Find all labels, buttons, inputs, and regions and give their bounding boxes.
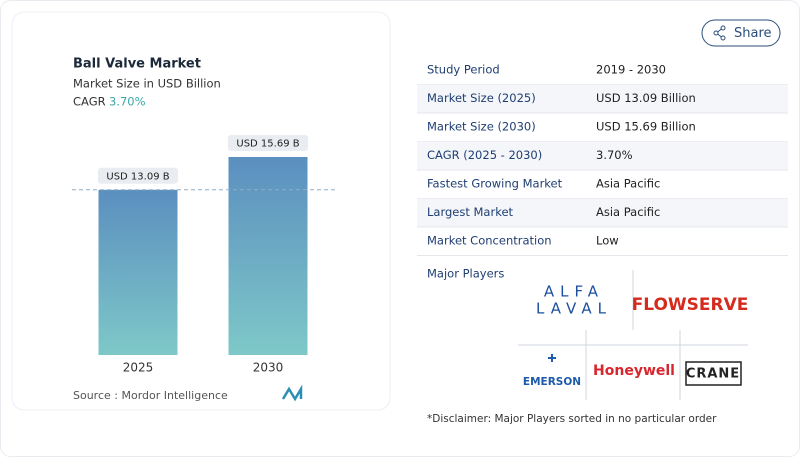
chart-title: Ball Valve Market <box>73 57 201 72</box>
cagr-value: 3.70% <box>109 95 146 109</box>
row-label: Largest Market <box>427 205 514 219</box>
share-button[interactable]: Share <box>701 19 781 47</box>
bar <box>98 189 178 355</box>
row-value: Asia Pacific <box>596 177 660 191</box>
row-value: Asia Pacific <box>596 205 660 219</box>
major-players-label: Major Players <box>427 267 504 281</box>
chart-card <box>11 11 391 411</box>
row-value: 3.70% <box>596 148 633 162</box>
row-value: 2019 - 2030 <box>596 63 666 77</box>
row-bg <box>417 84 788 113</box>
row-label: Study Period <box>427 63 500 77</box>
value-label-bg <box>98 167 178 184</box>
player-logo: LAVAL <box>536 300 612 318</box>
row-label: Market Concentration <box>427 234 552 248</box>
chart-subtitle: Market Size in USD Billion <box>73 77 221 91</box>
player-logo: Honeywell <box>593 363 675 379</box>
x-tick-label: 2030 <box>253 361 284 375</box>
brand-logo <box>281 384 303 402</box>
player-grid <box>518 270 748 400</box>
disclaimer: *Disclaimer: Major Players sorted in no … <box>427 413 717 425</box>
row-label: Fastest Growing Market <box>427 177 563 191</box>
row-label: Market Size (2025) <box>427 91 536 105</box>
bar <box>228 157 308 355</box>
emerson-mark <box>548 354 556 362</box>
value-label: USD 15.69 B <box>236 139 299 150</box>
x-tick-label: 2025 <box>123 361 154 375</box>
row-label: CAGR (2025 - 2030) <box>427 148 542 162</box>
share-label[interactable]: Share <box>734 26 772 41</box>
row-bg <box>417 198 788 227</box>
player-logo: ALFA <box>544 283 604 301</box>
cagr-label: CAGR <box>73 95 106 109</box>
value-label-bg <box>228 135 308 151</box>
row-bg <box>417 141 788 170</box>
crane-box <box>685 361 742 386</box>
value-label: USD 13.09 B <box>106 171 169 182</box>
row-value: USD 15.69 Billion <box>596 120 696 134</box>
row-label: Market Size (2030) <box>427 120 536 134</box>
row-value: Low <box>596 234 619 248</box>
row-value: USD 13.09 Billion <box>596 91 696 105</box>
player-logo: EMERSON <box>523 376 581 388</box>
player-logo: FLOWSERVE <box>632 295 749 315</box>
source: Source : Mordor Intelligence <box>73 389 228 402</box>
player-logo: CRANE <box>686 367 740 382</box>
